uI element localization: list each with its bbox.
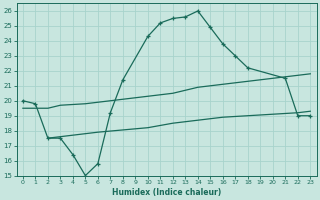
X-axis label: Humidex (Indice chaleur): Humidex (Indice chaleur) xyxy=(112,188,221,197)
